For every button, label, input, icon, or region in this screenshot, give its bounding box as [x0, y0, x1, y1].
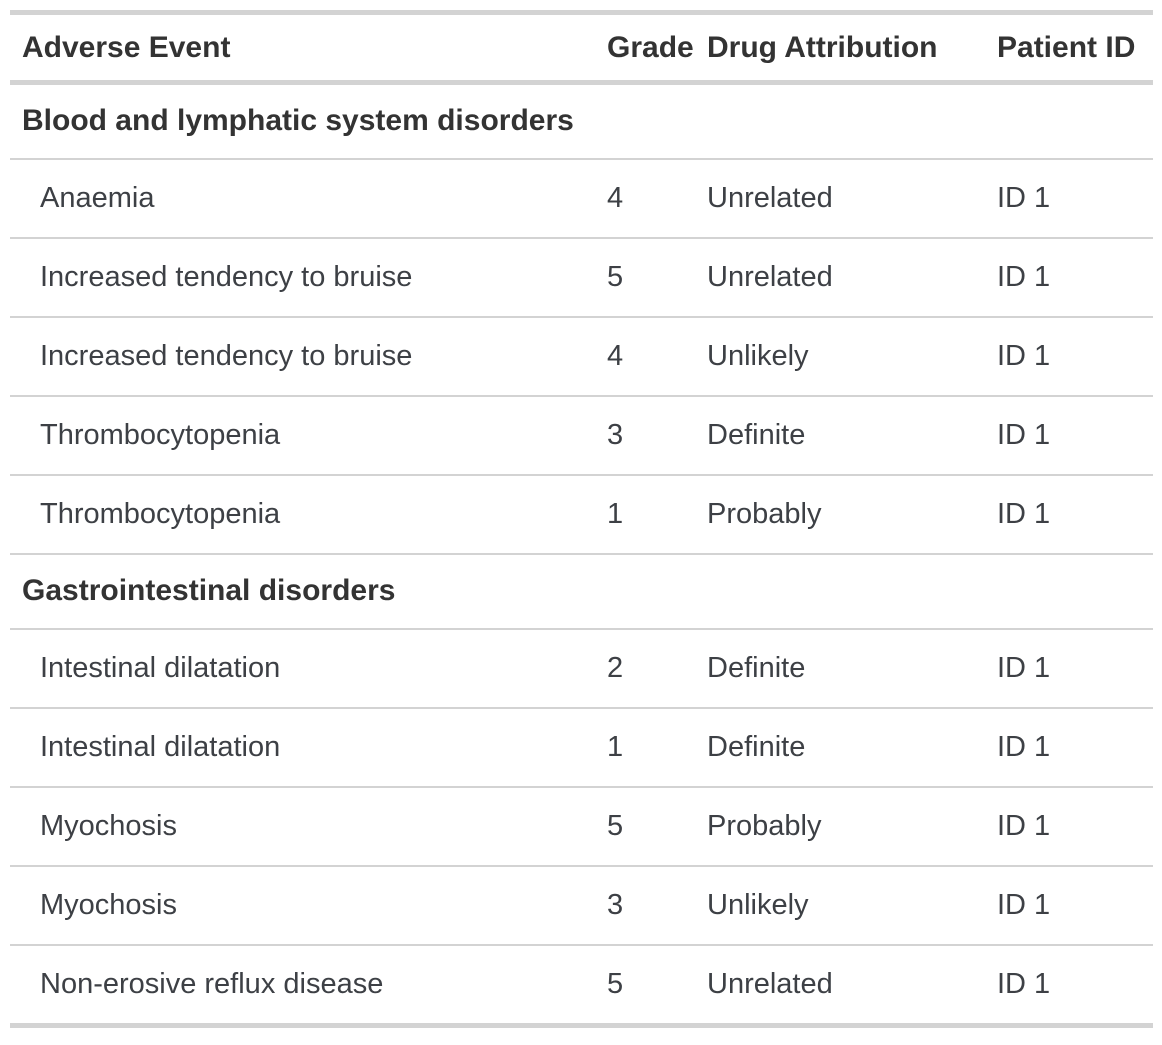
cell-grade: 4 [595, 317, 695, 397]
cell-adverse-event: Increased tendency to bruise [10, 238, 595, 318]
table-row: Anaemia 4 Unrelated ID 1 [10, 159, 1153, 239]
cell-patient-id: ID 1 [985, 396, 1153, 476]
cell-patient-id: ID 1 [985, 629, 1153, 709]
cell-grade: 3 [595, 396, 695, 476]
group-label-gastrointestinal: Gastrointestinal disorders [10, 554, 1153, 630]
cell-adverse-event: Thrombocytopenia [10, 475, 595, 555]
cell-grade: 4 [595, 159, 695, 239]
table-row: Intestinal dilatation 1 Definite ID 1 [10, 708, 1153, 788]
column-header-drug-attribution: Drug Attribution [695, 10, 985, 85]
cell-adverse-event: Intestinal dilatation [10, 708, 595, 788]
cell-drug-attribution: Probably [695, 787, 985, 867]
cell-drug-attribution: Unlikely [695, 317, 985, 397]
cell-grade: 1 [595, 708, 695, 788]
cell-grade: 1 [595, 475, 695, 555]
table-row: Myochosis 3 Unlikely ID 1 [10, 866, 1153, 946]
cell-adverse-event: Myochosis [10, 787, 595, 867]
cell-grade: 2 [595, 629, 695, 709]
group-header-row: Blood and lymphatic system disorders [10, 82, 1153, 160]
table-row: Thrombocytopenia 3 Definite ID 1 [10, 396, 1153, 476]
cell-adverse-event: Thrombocytopenia [10, 396, 595, 476]
column-header-grade: Grade [595, 10, 695, 85]
table-row: Non-erosive reflux disease 5 Unrelated I… [10, 945, 1153, 1028]
group-label-blood-lymphatic: Blood and lymphatic system disorders [10, 82, 1153, 160]
cell-drug-attribution: Definite [695, 629, 985, 709]
cell-adverse-event: Intestinal dilatation [10, 629, 595, 709]
cell-drug-attribution: Definite [695, 396, 985, 476]
cell-adverse-event: Increased tendency to bruise [10, 317, 595, 397]
cell-patient-id: ID 1 [985, 945, 1153, 1028]
table-row: Myochosis 5 Probably ID 1 [10, 787, 1153, 867]
cell-grade: 5 [595, 787, 695, 867]
cell-grade: 3 [595, 866, 695, 946]
column-header-adverse-event: Adverse Event [10, 10, 595, 85]
column-header-patient-id: Patient ID [985, 10, 1153, 85]
cell-drug-attribution: Unlikely [695, 866, 985, 946]
group-header-row: Gastrointestinal disorders [10, 554, 1153, 630]
cell-grade: 5 [595, 238, 695, 318]
cell-drug-attribution: Probably [695, 475, 985, 555]
cell-adverse-event: Non-erosive reflux disease [10, 945, 595, 1028]
cell-drug-attribution: Unrelated [695, 159, 985, 239]
cell-patient-id: ID 1 [985, 708, 1153, 788]
table-row: Intestinal dilatation 2 Definite ID 1 [10, 629, 1153, 709]
cell-patient-id: ID 1 [985, 238, 1153, 318]
table-row: Increased tendency to bruise 5 Unrelated… [10, 238, 1153, 318]
cell-adverse-event: Myochosis [10, 866, 595, 946]
cell-drug-attribution: Unrelated [695, 945, 985, 1028]
cell-drug-attribution: Definite [695, 708, 985, 788]
table-row: Thrombocytopenia 1 Probably ID 1 [10, 475, 1153, 555]
cell-grade: 5 [595, 945, 695, 1028]
cell-patient-id: ID 1 [985, 317, 1153, 397]
cell-patient-id: ID 1 [985, 159, 1153, 239]
cell-patient-id: ID 1 [985, 475, 1153, 555]
cell-adverse-event: Anaemia [10, 159, 595, 239]
table-header-row: Adverse Event Grade Drug Attribution Pat… [10, 10, 1153, 85]
cell-patient-id: ID 1 [985, 787, 1153, 867]
table-row: Increased tendency to bruise 4 Unlikely … [10, 317, 1153, 397]
adverse-events-table: Adverse Event Grade Drug Attribution Pat… [10, 10, 1153, 1028]
cell-patient-id: ID 1 [985, 866, 1153, 946]
cell-drug-attribution: Unrelated [695, 238, 985, 318]
